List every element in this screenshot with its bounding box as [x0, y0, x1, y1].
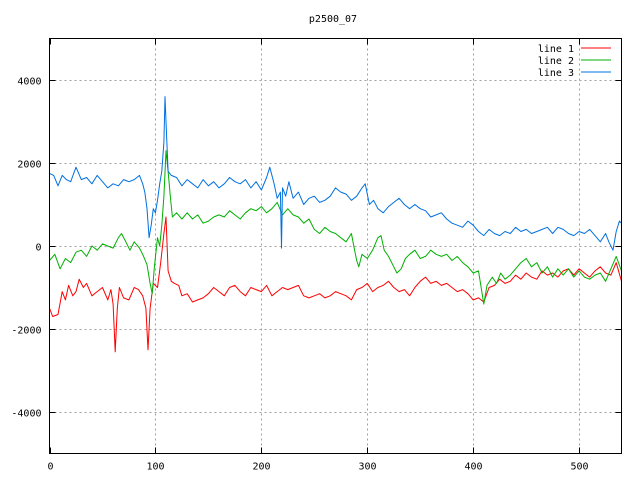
- y-tick-label: 2000: [17, 160, 41, 171]
- y-tick-label: -4000: [11, 409, 41, 420]
- y-tick-label: -2000: [11, 326, 41, 337]
- chart-title: p2500_07: [309, 14, 357, 25]
- legend-label: line 3: [538, 68, 574, 79]
- y-tick-label: 4000: [17, 77, 41, 88]
- axis-ticks: 0 100 200 300 400 500 -4000 -2000 0 2000 4000: [11, 38, 622, 473]
- legend-label: line 1: [538, 44, 574, 55]
- series-line-1: [49, 216, 622, 353]
- series-line-3: [49, 96, 622, 251]
- x-tick-label: 400: [464, 462, 482, 473]
- x-tick-label: 0: [47, 462, 53, 473]
- series-line-2: [49, 150, 622, 305]
- x-tick-label: 200: [252, 462, 270, 473]
- x-tick-label: 300: [358, 462, 376, 473]
- plot-series: [49, 96, 622, 353]
- x-tick-label: 100: [146, 462, 164, 473]
- gridlines: [49, 38, 622, 454]
- y-tick-label: 0: [35, 243, 41, 254]
- legend-label: line 2: [538, 56, 574, 67]
- x-tick-label: 500: [570, 462, 588, 473]
